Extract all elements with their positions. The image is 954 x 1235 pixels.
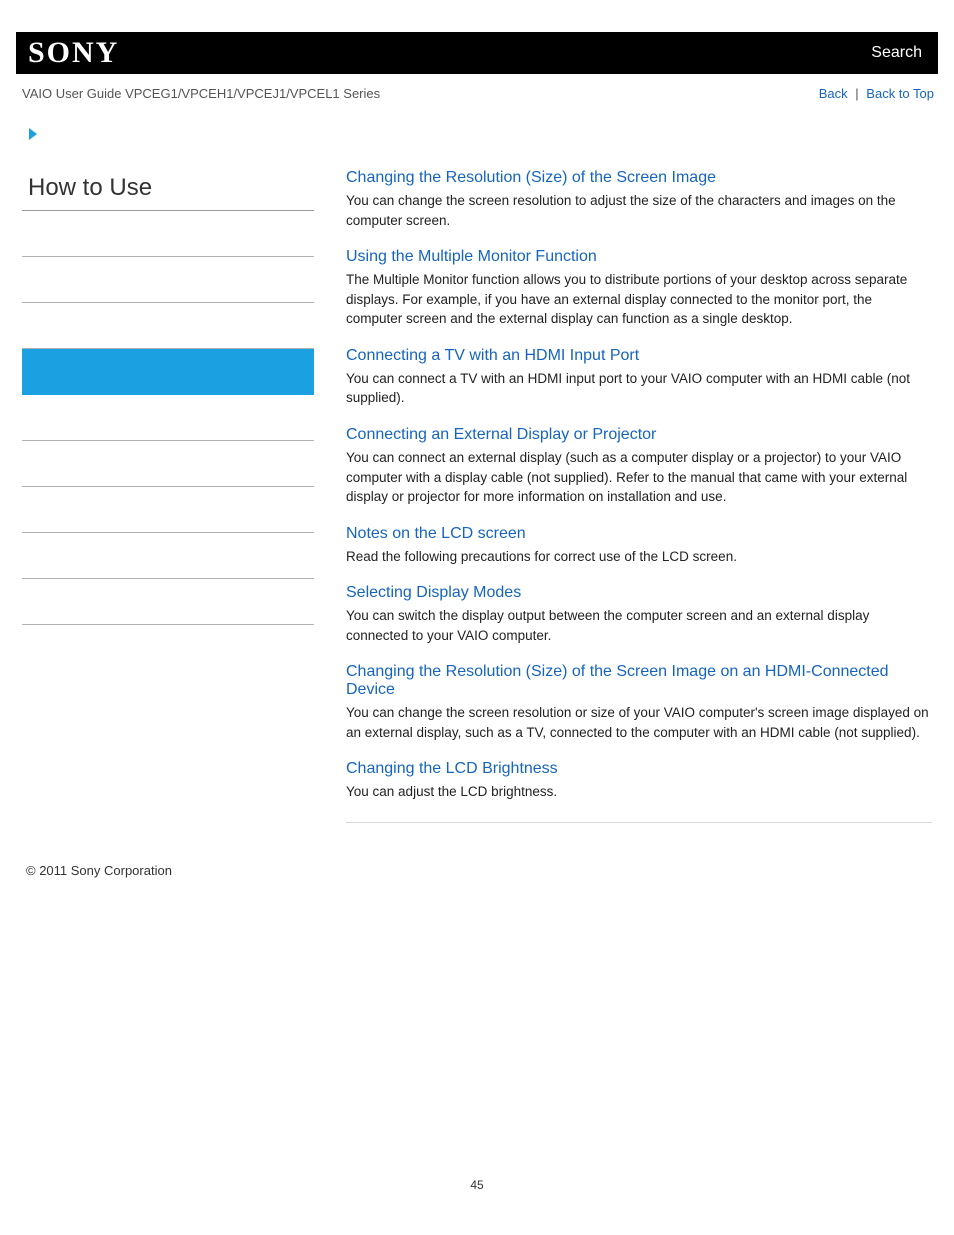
main-content: Changing the Resolution (Size) of the Sc… [346, 125, 932, 823]
content-section: Notes on the LCD screen Read the followin… [346, 525, 932, 567]
content-section: Changing the LCD Brightness You can adjus… [346, 760, 932, 802]
section-body: You can switch the display output betwee… [346, 606, 932, 645]
sidebar-item[interactable] [22, 487, 314, 533]
content-section: Changing the Resolution (Size) of the Sc… [346, 169, 932, 230]
sidebar: How to Use [22, 125, 314, 823]
sidebar-item[interactable] [22, 533, 314, 579]
top-bar: SONY Search [16, 32, 938, 74]
guide-title: VAIO User Guide VPCEG1/VPCEH1/VPCEJ1/VPC… [22, 86, 380, 101]
sidebar-item[interactable] [22, 441, 314, 487]
section-body: You can adjust the LCD brightness. [346, 782, 932, 802]
sidebar-title: How to Use [22, 174, 314, 211]
nav-links: Back | Back to Top [819, 86, 934, 101]
sidebar-item[interactable] [22, 579, 314, 625]
section-title-link[interactable]: Changing the LCD Brightness [346, 760, 558, 777]
sidebar-item[interactable] [22, 395, 314, 441]
section-title-link[interactable]: Selecting Display Modes [346, 584, 521, 601]
brand-logo: SONY [28, 36, 119, 70]
back-link[interactable]: Back [819, 86, 848, 101]
section-body: You can change the screen resolution to … [346, 191, 932, 230]
section-body: You can connect an external display (suc… [346, 448, 932, 507]
section-body: You can change the screen resolution or … [346, 703, 932, 742]
section-body: The Multiple Monitor function allows you… [346, 270, 932, 329]
sidebar-list [22, 211, 314, 625]
section-title-link[interactable]: Changing the Resolution (Size) of the Sc… [346, 663, 889, 698]
search-link[interactable]: Search [871, 44, 922, 62]
sidebar-item[interactable] [22, 211, 314, 257]
back-to-top-link[interactable]: Back to Top [866, 86, 934, 101]
sidebar-item[interactable] [22, 257, 314, 303]
content-divider [346, 822, 932, 823]
section-title-link[interactable]: Using the Multiple Monitor Function [346, 248, 597, 265]
copyright: © 2011 Sony Corporation [16, 823, 938, 878]
content-section: Using the Multiple Monitor Function The M… [346, 248, 932, 329]
content-section: Connecting a TV with an HDMI Input Port Y… [346, 347, 932, 408]
page-number: 45 [16, 878, 938, 1212]
section-title-link[interactable]: Connecting a TV with an HDMI Input Port [346, 347, 639, 364]
section-title-link[interactable]: Changing the Resolution (Size) of the Sc… [346, 169, 716, 186]
section-title-link[interactable]: Notes on the LCD screen [346, 525, 526, 542]
separator: | [851, 86, 862, 101]
section-body: You can connect a TV with an HDMI input … [346, 369, 932, 408]
sidebar-item[interactable] [22, 303, 314, 349]
content-section: Connecting an External Display or Projec… [346, 426, 932, 507]
section-body: Read the following precautions for corre… [346, 547, 932, 567]
sub-header: VAIO User Guide VPCEG1/VPCEH1/VPCEJ1/VPC… [16, 82, 938, 125]
section-title-link[interactable]: Connecting an External Display or Projec… [346, 426, 656, 443]
content-section: Changing the Resolution (Size) of the Sc… [346, 663, 932, 742]
sidebar-item[interactable] [22, 349, 314, 395]
content-section: Selecting Display Modes You can switch th… [346, 584, 932, 645]
chevron-icon [22, 125, 314, 174]
